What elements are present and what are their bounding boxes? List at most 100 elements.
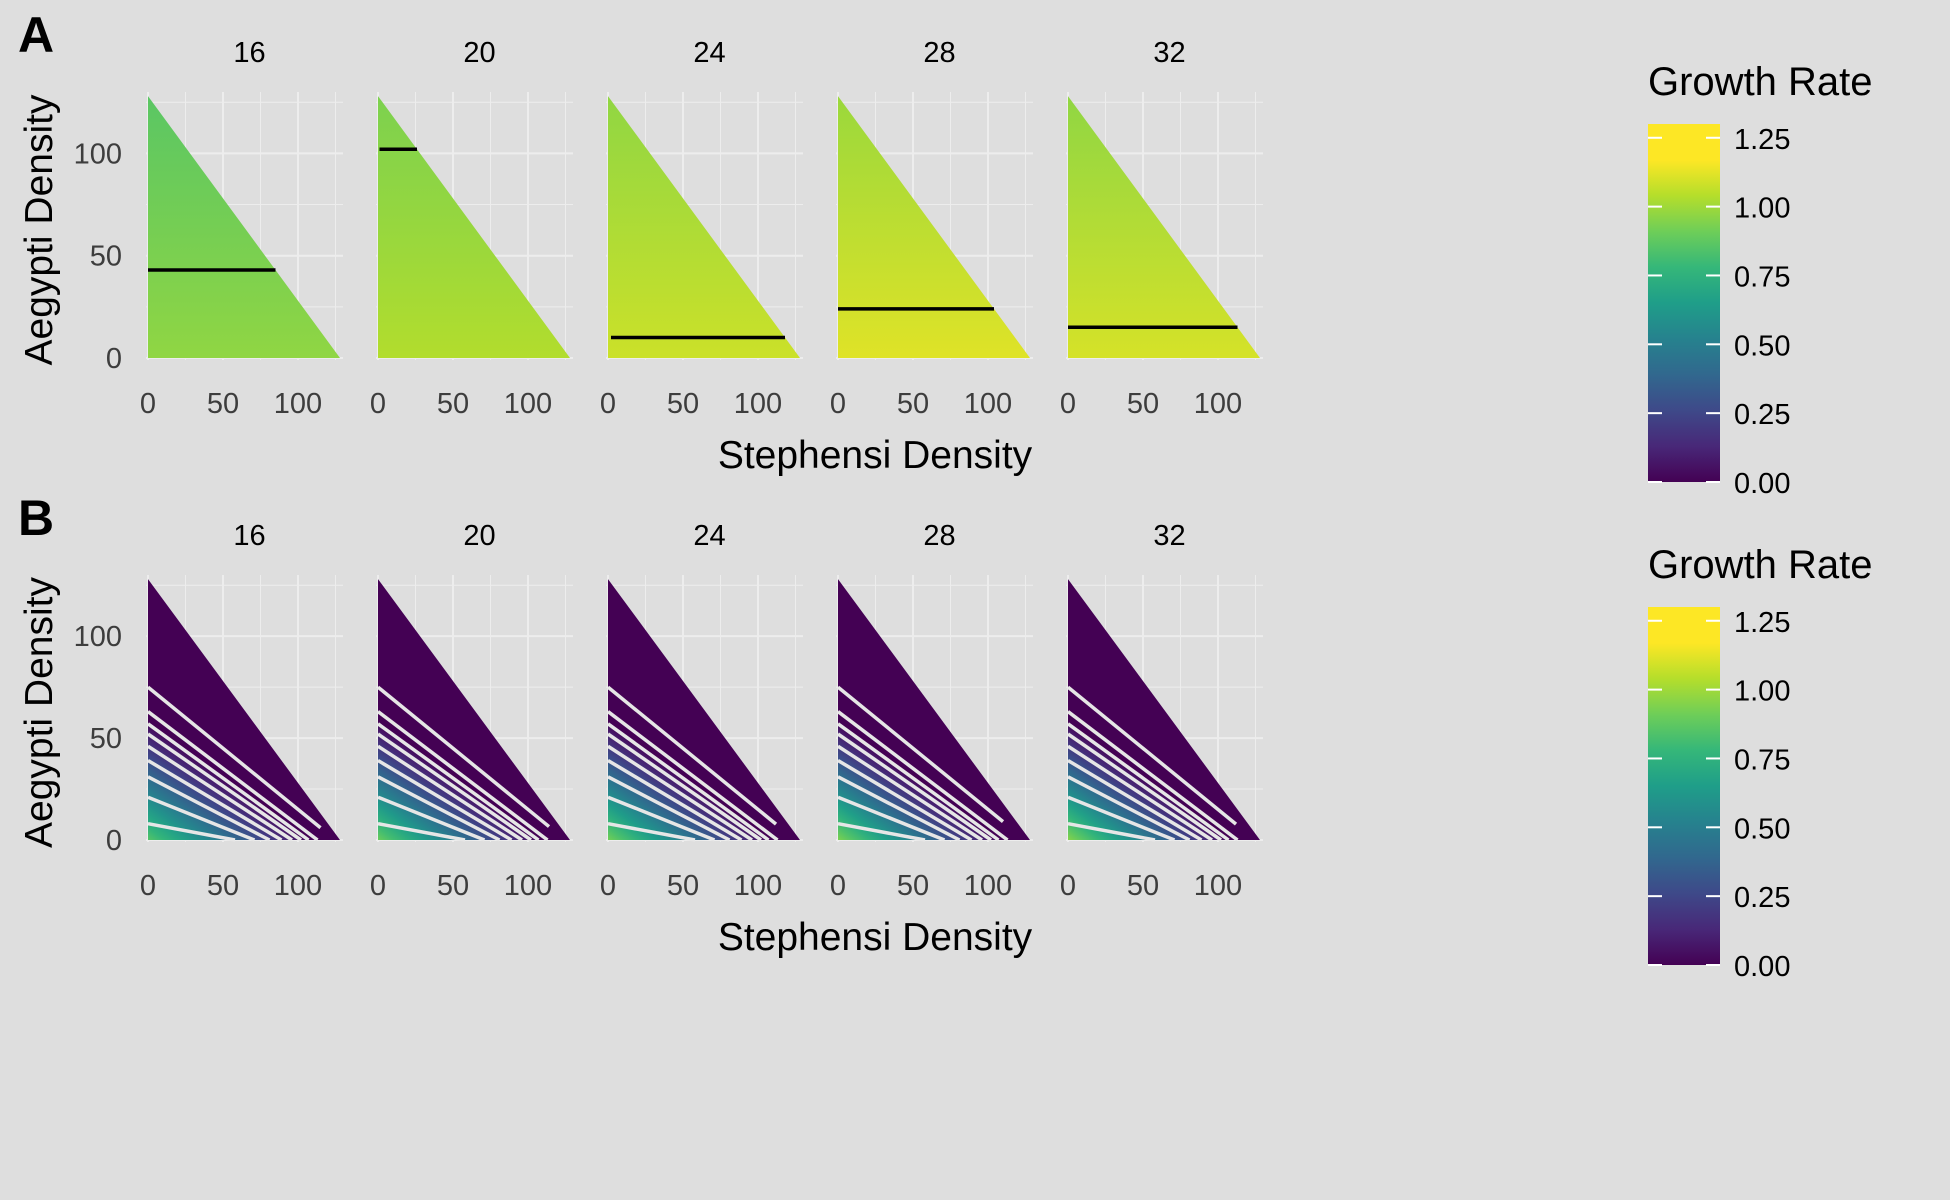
y-tick-label: 50 xyxy=(90,723,122,755)
facet-label: 32 xyxy=(1153,37,1185,69)
contour-line xyxy=(607,795,716,842)
panel-label: B xyxy=(18,490,54,546)
contour-line xyxy=(1067,795,1176,842)
contour-line xyxy=(376,722,540,842)
contour-line xyxy=(377,795,486,842)
x-tick-label: 0 xyxy=(600,388,616,420)
facet-28: 28 0 50 100 xyxy=(830,37,1033,420)
contour-line xyxy=(837,758,973,842)
contour-line xyxy=(1067,744,1213,842)
contour-line xyxy=(837,775,961,842)
y-tick-label: 100 xyxy=(74,138,122,170)
contour-line xyxy=(1067,732,1222,842)
contour-line xyxy=(836,722,1000,842)
y-tick-label: 0 xyxy=(106,343,122,375)
surface-triangle xyxy=(1068,96,1260,358)
contour-line xyxy=(147,821,236,842)
contour-line xyxy=(147,758,283,842)
x-tick-label: 100 xyxy=(274,870,322,902)
facet-label: 28 xyxy=(923,520,955,552)
contour-line xyxy=(146,710,319,842)
legend-tick-label: 0.75 xyxy=(1734,261,1790,293)
contour-line xyxy=(606,722,770,842)
x-axis-label: Stephensi Density xyxy=(718,916,1033,959)
contour-line xyxy=(376,710,549,842)
legend-tick-label: 0.00 xyxy=(1734,951,1790,983)
contour-line xyxy=(377,744,523,842)
contour-line xyxy=(836,685,1005,824)
x-tick-label: 0 xyxy=(140,388,156,420)
facet-28: 28 0 50 100 xyxy=(830,520,1033,902)
contour-line xyxy=(146,685,322,830)
x-tick-label: 0 xyxy=(830,870,846,902)
x-tick-label: 50 xyxy=(207,388,239,420)
legend: Growth Rate 0.00 0.25 0.50 0.75 1.00 1.25 xyxy=(1648,543,1873,983)
contour-line xyxy=(1067,821,1156,842)
contour-line xyxy=(147,775,271,842)
contour-line xyxy=(606,685,778,826)
facet-label: 24 xyxy=(693,37,725,69)
contour-line xyxy=(147,795,256,842)
legend-tick-label: 1.00 xyxy=(1734,676,1790,708)
contour-line xyxy=(376,685,551,828)
x-tick-label: 50 xyxy=(897,870,929,902)
x-tick-label: 0 xyxy=(1060,870,1076,902)
legend-tick-label: 0.75 xyxy=(1734,744,1790,776)
legend-tick-label: 1.25 xyxy=(1734,607,1790,639)
y-axis-label: Aegypti Density xyxy=(18,577,61,848)
facet-20: 20 0 50 100 xyxy=(370,520,573,902)
facet-label: 20 xyxy=(463,37,495,69)
surface-triangle xyxy=(838,579,1030,840)
facet-label: 28 xyxy=(923,37,955,69)
surface-triangle xyxy=(378,579,570,840)
surface-triangle xyxy=(1068,579,1260,840)
contour-line xyxy=(377,775,501,842)
facet-16: 16 0 50 100 0 50 100 xyxy=(74,37,343,420)
legend-tick-label: 0.00 xyxy=(1734,468,1790,500)
x-tick-label: 0 xyxy=(1060,388,1076,420)
contour-line xyxy=(377,732,532,842)
contour-line xyxy=(607,744,753,842)
facet-label: 32 xyxy=(1153,520,1185,552)
x-tick-label: 0 xyxy=(140,870,156,902)
x-tick-label: 50 xyxy=(437,870,469,902)
surface-triangle xyxy=(838,96,1030,358)
facet-16: 16 0 50 100 0 50 100 xyxy=(74,520,343,902)
panel-label: A xyxy=(18,7,54,63)
legend-title: Growth Rate xyxy=(1648,60,1873,104)
contour-line xyxy=(606,710,779,842)
surface-triangle xyxy=(378,96,570,358)
y-tick-label: 100 xyxy=(74,621,122,653)
x-tick-label: 50 xyxy=(207,870,239,902)
legend-colorbar xyxy=(1648,607,1720,965)
legend-title: Growth Rate xyxy=(1648,543,1873,587)
contour-line xyxy=(607,758,743,842)
x-tick-label: 0 xyxy=(370,388,386,420)
legend-tick-label: 0.25 xyxy=(1734,882,1790,914)
x-tick-label: 100 xyxy=(504,388,552,420)
contour-line xyxy=(377,758,513,842)
x-tick-label: 50 xyxy=(1127,388,1159,420)
surface-triangle xyxy=(608,96,800,358)
contour-line xyxy=(1067,758,1203,842)
x-tick-label: 100 xyxy=(504,870,552,902)
contour-line xyxy=(377,821,466,842)
facet-20: 20 0 50 100 xyxy=(370,37,573,420)
legend-tick-label: 0.50 xyxy=(1734,813,1790,845)
contour-line xyxy=(1066,722,1230,842)
contour-line xyxy=(146,722,310,842)
facet-label: 24 xyxy=(693,520,725,552)
contour-line xyxy=(147,744,293,842)
x-tick-label: 0 xyxy=(370,870,386,902)
contour-line xyxy=(1067,775,1191,842)
legend-tick-label: 1.00 xyxy=(1734,193,1790,225)
x-tick-label: 50 xyxy=(1127,870,1159,902)
y-axis-label: Aegypti Density xyxy=(18,94,61,365)
x-tick-label: 50 xyxy=(667,388,699,420)
legend: Growth Rate 0.00 0.25 0.50 0.75 1.00 1.25 xyxy=(1648,60,1873,500)
contour-line xyxy=(837,744,983,842)
legend-tick-label: 1.25 xyxy=(1734,124,1790,156)
x-tick-label: 0 xyxy=(600,870,616,902)
